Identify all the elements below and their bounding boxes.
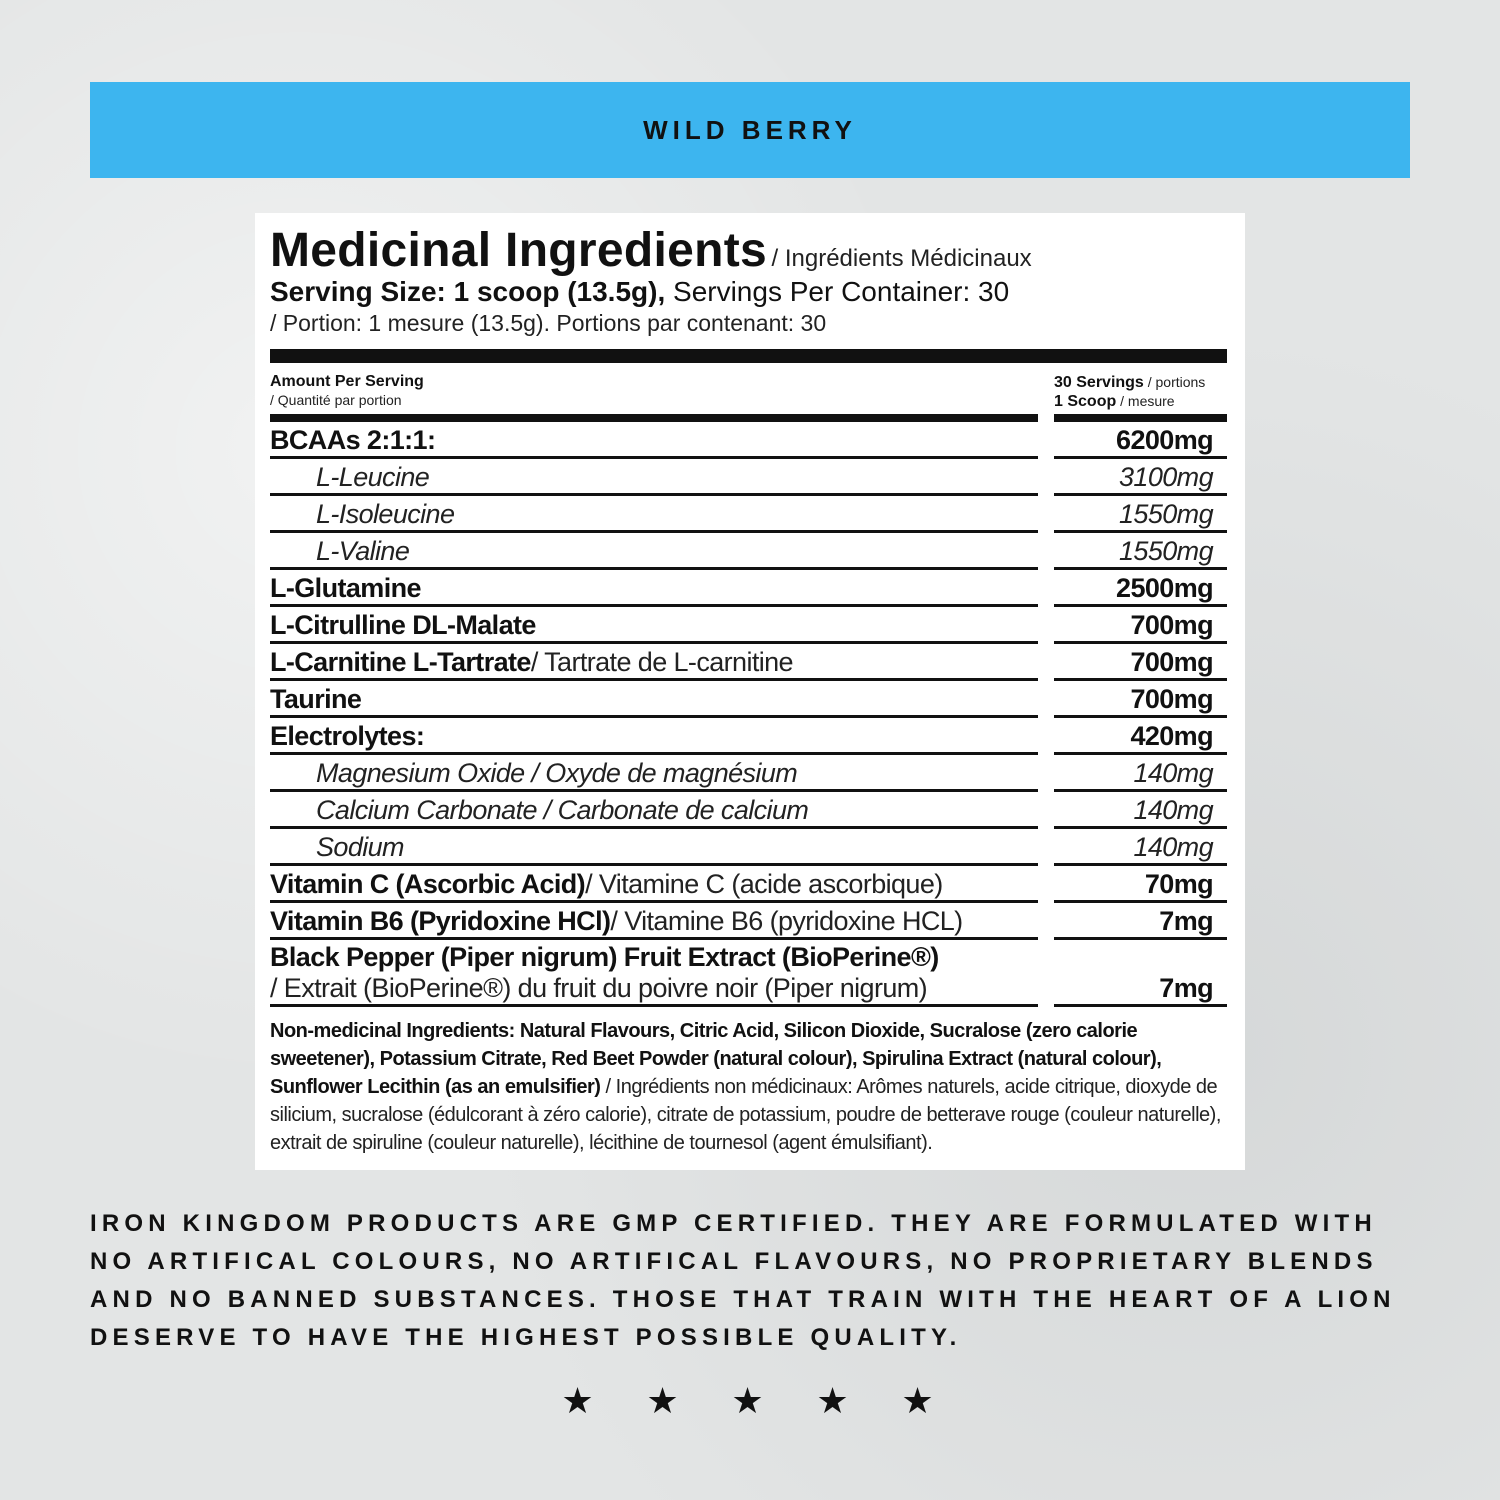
star-icon: ★	[646, 1380, 679, 1421]
ingredient-name-fr: / Tartrate de L-carnitine	[530, 647, 794, 677]
title-fr: / Ingrédients Médicinaux	[771, 245, 1032, 272]
panel-title: Medicinal Ingredients / Ingrédients Médi…	[270, 223, 1227, 278]
table-row: Vitamin B6 (Pyridoxine HCl) / Vitamine B…	[270, 906, 1227, 940]
ingredient-name: L-Leucine	[316, 462, 430, 492]
servings-per-container: Servings Per Container: 30	[665, 276, 1010, 307]
ingredient-amount: 1550mg	[1054, 499, 1227, 533]
ingredient-name: Calcium Carbonate / Carbonate de calcium	[316, 795, 809, 825]
ingredient-amount: 70mg	[1054, 869, 1227, 903]
table-row: Sodium 140mg	[270, 832, 1227, 866]
ingredient-amount: 140mg	[1054, 758, 1227, 792]
ingredient-name: L-Glutamine	[270, 573, 422, 603]
ingredient-amount: 1550mg	[1054, 536, 1227, 570]
ingredient-name: L-Valine	[316, 536, 410, 566]
table-row: BCAAs 2:1:1: 6200mg	[270, 425, 1227, 459]
ingredient-amount: 7mg	[1054, 906, 1227, 940]
ingredient-name: L-Carnitine L-Tartrate	[270, 647, 531, 677]
table-row: L-Leucine 3100mg	[270, 462, 1227, 496]
ingredient-amount: 420mg	[1054, 721, 1227, 755]
star-icon: ★	[561, 1380, 594, 1421]
serving-size-fr: / Portion: 1 mesure (13.5g). Portions pa…	[270, 310, 827, 336]
ingredient-amount: 3100mg	[1054, 462, 1227, 496]
ingredient-name-fr: / Vitamine B6 (pyridoxine HCL)	[610, 906, 963, 936]
table-row: L-Citrulline DL-Malate 700mg	[270, 610, 1227, 644]
amount-label: Amount Per Serving	[270, 373, 424, 390]
table-row: Vitamin C (Ascorbic Acid) / Vitamine C (…	[270, 869, 1227, 903]
ingredient-name: L-Isoleucine	[316, 499, 455, 529]
ingredient-name: BCAAs 2:1:1:	[270, 425, 436, 455]
ingredient-amount: 700mg	[1054, 684, 1227, 718]
table-row: Black Pepper (Piper nigrum) Fruit Extrac…	[270, 942, 1227, 1007]
non-medicinal-fr: / Ingrédients non médicinaux: Arômes nat…	[270, 1076, 1221, 1154]
ingredient-name: Vitamin C (Ascorbic Acid)	[270, 869, 586, 899]
table-row: Electrolytes: 420mg	[270, 721, 1227, 755]
table-row: Taurine 700mg	[270, 684, 1227, 718]
supplement-facts-panel: Medicinal Ingredients / Ingrédients Médi…	[255, 213, 1245, 1170]
rating-stars: ★ ★ ★ ★ ★	[560, 1380, 935, 1422]
ingredient-name: L-Citrulline DL-Malate	[270, 610, 536, 640]
table-row: Calcium Carbonate / Carbonate de calcium…	[270, 795, 1227, 829]
quality-statement: IRON KINGDOM PRODUCTS ARE GMP CERTIFIED.…	[90, 1210, 1396, 1351]
ingredient-name: Sodium	[316, 832, 405, 862]
ingredient-amount: 6200mg	[1054, 425, 1227, 459]
ingredient-name: Taurine	[270, 684, 362, 714]
amount-label-fr: / Quantité par portion	[270, 392, 402, 408]
scoop-label: 1 Scoop	[1054, 393, 1117, 410]
scoop-label-fr: / mesure	[1116, 393, 1175, 409]
title-en: Medicinal Ingredients	[270, 224, 768, 277]
servings-label: 30 Servings	[1054, 374, 1144, 391]
divider	[270, 414, 1227, 422]
ingredient-amount: 700mg	[1054, 647, 1227, 681]
table-header: Amount Per Serving / Quantité par portion…	[270, 373, 1227, 410]
table-row: L-Isoleucine 1550mg	[270, 499, 1227, 533]
ingredient-amount: 140mg	[1054, 832, 1227, 866]
flavour-banner: WILD BERRY	[90, 82, 1410, 178]
divider	[270, 349, 1227, 363]
non-medicinal-ingredients: Non-medicinal Ingredients: Natural Flavo…	[270, 1017, 1227, 1157]
ingredient-amount: 2500mg	[1054, 573, 1227, 607]
non-medicinal-en: Non-medicinal Ingredients: Natural Flavo…	[270, 1020, 1162, 1098]
ingredient-name: Magnesium Oxide / Oxyde de magnésium	[316, 758, 798, 788]
ingredient-name: Black Pepper (Piper nigrum) Fruit Extrac…	[270, 942, 939, 972]
table-row: Magnesium Oxide / Oxyde de magnésium 140m…	[270, 758, 1227, 792]
star-icon: ★	[901, 1380, 934, 1421]
table-row: L-Carnitine L-Tartrate / Tartrate de L-c…	[270, 647, 1227, 681]
servings-label-fr: / portions	[1143, 374, 1206, 390]
star-icon: ★	[731, 1380, 764, 1421]
ingredient-amount: 7mg	[1054, 973, 1227, 1007]
flavour-name: WILD BERRY	[643, 114, 857, 145]
ingredient-amount: 700mg	[1054, 610, 1227, 644]
ingredient-rows: BCAAs 2:1:1: 6200mg L-Leucine 3100mg L-Isole…	[270, 425, 1227, 940]
serving-size: Serving Size: 1 scoop (13.5g), Servings …	[270, 276, 1227, 308]
ingredient-amount: 140mg	[1054, 795, 1227, 829]
star-icon: ★	[816, 1380, 849, 1421]
ingredient-name: Electrolytes:	[270, 721, 425, 751]
ingredient-name: Vitamin B6 (Pyridoxine HCl)	[270, 906, 611, 936]
table-row: L-Glutamine 2500mg	[270, 573, 1227, 607]
serving-size-bold: Serving Size: 1 scoop (13.5g),	[270, 276, 666, 307]
ingredient-name-fr: / Vitamine C (acide ascorbique)	[585, 869, 943, 899]
table-row: L-Valine 1550mg	[270, 536, 1227, 570]
ingredient-name-fr: / Extrait (BioPerine®) du fruit du poivr…	[270, 973, 928, 1003]
